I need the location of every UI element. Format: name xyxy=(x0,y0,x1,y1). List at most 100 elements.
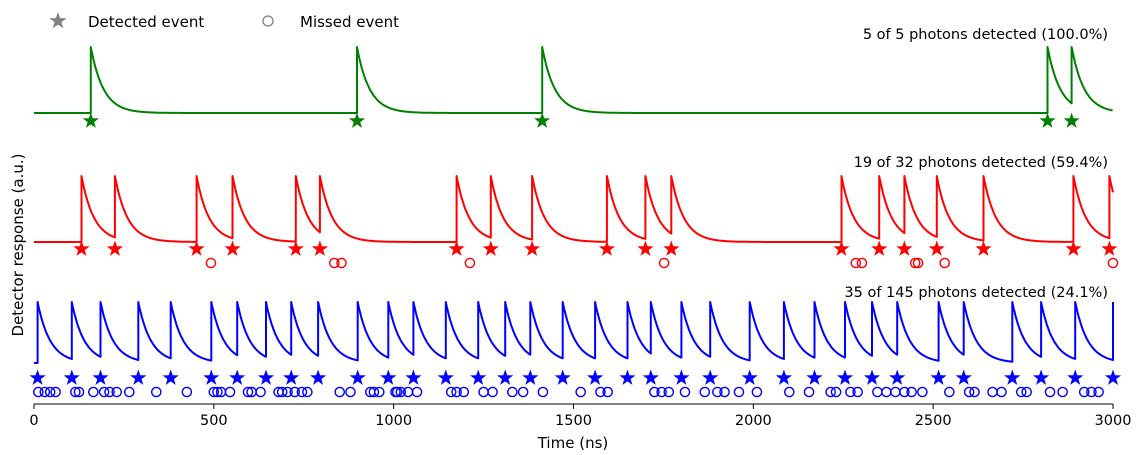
missed-event-circle xyxy=(1044,386,1056,398)
missed-event-circle xyxy=(517,386,529,398)
missed-event-circle xyxy=(996,386,1007,398)
missed-event-circle xyxy=(242,386,254,398)
detected-event-star xyxy=(889,369,906,385)
detected-event-star xyxy=(928,240,945,256)
missed-event-circle xyxy=(289,386,301,398)
detected-event-star xyxy=(833,240,850,256)
detected-event-star xyxy=(229,369,246,385)
panel-1: 5 of 5 photons detected (100.0%) xyxy=(33,27,1113,128)
missed-event-circle xyxy=(411,386,423,398)
detected-event-star xyxy=(587,369,604,385)
missed-event-circle xyxy=(334,386,346,398)
detected-event-star xyxy=(437,369,454,385)
missed-event-circle xyxy=(1086,386,1097,398)
detected-event-star xyxy=(522,369,539,385)
detected-event-star xyxy=(1063,112,1080,128)
missed-event-circle xyxy=(784,386,795,398)
detected-event-star xyxy=(73,240,90,256)
missed-event-circle xyxy=(478,386,489,398)
detected-event-star xyxy=(1067,369,1084,385)
x-tick-label: 0 xyxy=(29,413,38,429)
missed-event-circle xyxy=(890,386,901,398)
detected-event-star xyxy=(470,369,487,385)
missed-event-circle xyxy=(104,386,115,398)
missed-event-circle xyxy=(276,386,288,398)
missed-event-circle xyxy=(679,386,691,398)
missed-event-circle xyxy=(458,386,470,398)
missed-event-circle xyxy=(963,386,975,398)
missed-event-circle xyxy=(445,386,457,398)
missed-event-circle xyxy=(825,386,836,398)
missed-event-circle xyxy=(329,257,340,269)
detected-event-star xyxy=(82,112,99,128)
missed-event-circle xyxy=(1107,257,1119,269)
missed-event-circle xyxy=(212,386,223,398)
missed-event-circle xyxy=(751,386,763,398)
missed-event-circle xyxy=(124,386,135,398)
detected-event-star xyxy=(224,240,241,256)
detected-event-star xyxy=(871,240,888,256)
missed-event-circle xyxy=(88,386,99,398)
detected-event-star xyxy=(257,369,275,385)
detected-event-star xyxy=(663,240,680,256)
missed-event-circle xyxy=(70,386,81,398)
detected-event-star xyxy=(619,369,636,385)
detected-event-star xyxy=(311,240,328,256)
detected-event-star xyxy=(482,240,499,256)
missed-event-circle xyxy=(850,257,862,269)
x-tick-label: 2500 xyxy=(915,413,952,429)
detected-event-star xyxy=(975,240,992,256)
missed-event-circle xyxy=(1021,386,1032,398)
missed-event-circle xyxy=(368,386,380,398)
missed-event-circle xyxy=(658,257,670,269)
missed-event-circle xyxy=(451,386,462,398)
missed-event-circle xyxy=(98,386,110,398)
detected-event-star xyxy=(806,369,823,385)
missed-event-circle xyxy=(395,386,407,398)
x-tick-label: 1000 xyxy=(375,413,412,429)
missed-event-circle xyxy=(44,386,56,398)
detected-event-star xyxy=(775,369,792,385)
missed-event-circle xyxy=(909,257,921,269)
missed-event-circle xyxy=(1015,386,1027,398)
missed-event-circle xyxy=(595,386,606,398)
missed-event-circle xyxy=(50,386,61,398)
missed-event-circle xyxy=(111,386,123,398)
missed-event-circle xyxy=(537,386,549,398)
missed-event-circle xyxy=(487,386,498,398)
detected-event-star xyxy=(673,369,690,385)
detected-event-star xyxy=(741,369,758,385)
x-tick-label: 500 xyxy=(200,413,228,429)
response-line xyxy=(33,175,1114,243)
missed-event-circle xyxy=(150,386,162,398)
missed-event-circle xyxy=(649,386,660,398)
x-tick-label: 1500 xyxy=(555,413,592,429)
missed-event-circle xyxy=(181,386,193,398)
panel-label: 5 of 5 photons detected (100.0%) xyxy=(863,27,1108,43)
detected-event-star xyxy=(863,369,881,385)
missed-event-circle xyxy=(602,386,613,398)
missed-event-circle xyxy=(733,386,745,398)
detected-event-star xyxy=(1101,240,1118,256)
missed-event-circle xyxy=(852,386,863,398)
missed-event-circle xyxy=(224,386,236,398)
detected-event-star xyxy=(1065,240,1082,256)
missed-event-circle xyxy=(856,257,868,269)
missed-event-circle xyxy=(881,386,892,398)
panel-3: 35 of 145 photons detected (24.1%) xyxy=(29,285,1122,398)
detected-event-star xyxy=(1033,369,1050,385)
missed-event-circle xyxy=(391,386,403,398)
detected-event-star xyxy=(162,369,179,385)
detected-event-star xyxy=(598,240,615,256)
detected-event-star xyxy=(203,369,220,385)
missed-event-circle xyxy=(302,386,313,398)
detected-event-star xyxy=(554,369,571,385)
missed-event-circle xyxy=(899,386,910,398)
detected-event-star xyxy=(642,369,659,385)
detected-event-star xyxy=(702,369,719,385)
missed-event-circle xyxy=(336,257,347,269)
x-axis: 0 500 1000 1500 2000 2500 3000 xyxy=(29,403,1131,429)
missed-event-circle xyxy=(1078,386,1090,398)
missed-event-circle xyxy=(464,257,476,269)
